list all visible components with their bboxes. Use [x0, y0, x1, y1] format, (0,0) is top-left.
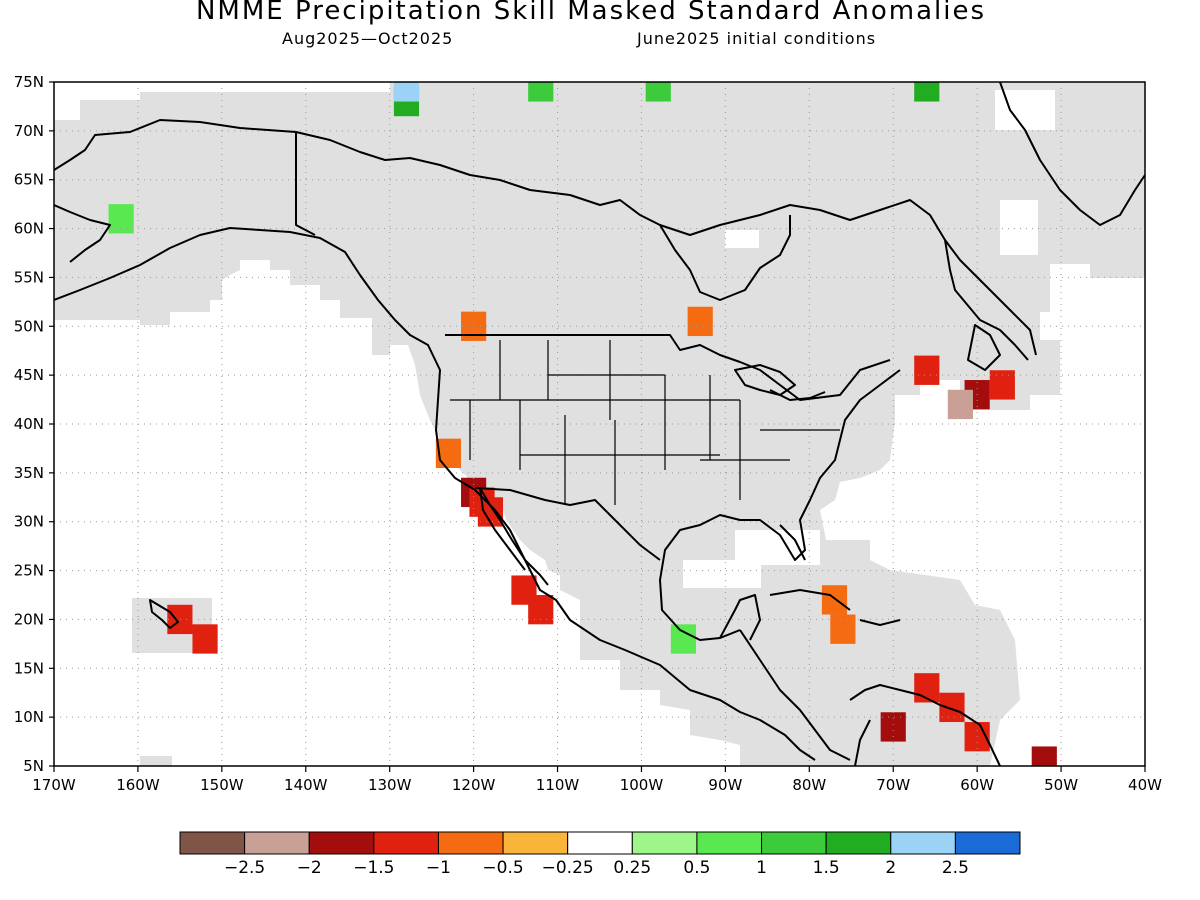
- lat-tick-label: 15N: [14, 659, 44, 677]
- mask-arctic: [54, 82, 1145, 766]
- anomaly-cell: [1031, 746, 1057, 766]
- colorbar-label: 0.5: [683, 858, 710, 878]
- map-title: NMME Precipitation Skill Masked Standard…: [195, 0, 987, 26]
- lat-tick-label: 60N: [14, 220, 44, 238]
- anomaly-cell: [914, 82, 940, 102]
- colorbar-label: −1.5: [353, 858, 394, 878]
- anomaly-cell: [528, 82, 554, 102]
- lat-tick-label: 20N: [14, 610, 44, 628]
- state-province-lines: [450, 340, 840, 505]
- skill-mask-layer: [54, 82, 1145, 766]
- colorbar-label: 1: [756, 858, 767, 878]
- colorbar-swatch: [954, 831, 1021, 855]
- coastlines-and-borders: [54, 82, 1145, 766]
- anomaly-cell: [108, 204, 134, 234]
- lon-tick-label: 50W: [1044, 776, 1078, 794]
- colorbar-swatch: [308, 831, 375, 855]
- colorbar-swatch: [761, 831, 827, 855]
- colorbar-label: −1: [426, 858, 451, 878]
- colorbar-swatch: [567, 831, 633, 855]
- lat-lon-grid: [54, 82, 1145, 766]
- lat-tick-label: 10N: [14, 708, 44, 726]
- colorbar-swatch: [373, 831, 439, 855]
- anomaly-cell: [914, 355, 940, 385]
- colorbar-label: −2.5: [224, 858, 265, 878]
- lon-tick-label: 90W: [708, 776, 742, 794]
- anomaly-cell: [670, 624, 697, 654]
- map-plot-area: [54, 82, 1145, 766]
- colorbar-swatch: [244, 831, 310, 855]
- lon-tick-label: 110W: [536, 776, 580, 794]
- anomaly-cell: [393, 82, 420, 102]
- colorbar-label: 1.5: [813, 858, 840, 878]
- anomaly-cell: [192, 624, 218, 654]
- anomaly-cell: [687, 306, 713, 337]
- colorbar-label: 2: [885, 858, 896, 878]
- lon-tick-label: 170W: [32, 776, 76, 794]
- colorbar-label: −2: [297, 858, 322, 878]
- lat-tick-label: 50N: [14, 317, 44, 335]
- lon-tick-label: 120W: [452, 776, 496, 794]
- colorbar-swatch: [502, 831, 569, 855]
- anomaly-cell: [880, 712, 906, 742]
- anomaly-cell: [645, 82, 671, 102]
- colorbar-label: −0.25: [542, 858, 594, 878]
- lat-tick-label: 55N: [14, 268, 44, 286]
- anomaly-cell: [821, 585, 848, 615]
- lon-tick-label: 140W: [284, 776, 328, 794]
- lon-tick-label: 70W: [876, 776, 910, 794]
- anomaly-cells-layer: [108, 82, 1057, 766]
- lat-tick-label: 30N: [14, 513, 44, 531]
- lat-tick-label: 5N: [23, 757, 44, 775]
- colorbar-label: 2.5: [942, 858, 969, 878]
- anomaly-cell: [947, 389, 973, 420]
- lat-tick-label: 25N: [14, 562, 44, 580]
- lat-tick-label: 70N: [14, 122, 44, 140]
- lon-tick-label: 100W: [620, 776, 664, 794]
- initial-conditions: June2025 initial conditions: [637, 29, 877, 48]
- colorbar-label: 0.25: [613, 858, 651, 878]
- colorbar-label: −0.5: [482, 858, 523, 878]
- lon-tick-label: 80W: [792, 776, 826, 794]
- lon-tick-label: 130W: [368, 776, 412, 794]
- anomaly-cell: [167, 604, 193, 635]
- lon-tick-label: 40W: [1128, 776, 1162, 794]
- lat-tick-label: 40N: [14, 415, 44, 433]
- colorbar-swatch: [825, 831, 892, 855]
- colorbar-swatch: [437, 831, 504, 855]
- forecast-period: Aug2025—Oct2025: [282, 29, 454, 48]
- lat-tick-label: 65N: [14, 171, 44, 189]
- lon-tick-label: 60W: [960, 776, 994, 794]
- lat-tick-label: 45N: [14, 366, 44, 384]
- colorbar: −2.5 −2 −1.5 −1 −0.5 −0.25 0.25 0.5 1 1.5 2 2.5: [179, 831, 1021, 878]
- colorbar-swatch: [179, 831, 246, 855]
- lat-tick-label: 75N: [14, 73, 44, 91]
- colorbar-swatch: [631, 831, 698, 855]
- lon-tick-label: 150W: [200, 776, 244, 794]
- lon-tick-label: 160W: [116, 776, 160, 794]
- axes: 170W 160W 150W 140W 130W 120W 110W 100W 90W 80W 70…: [14, 73, 1162, 794]
- colorbar-swatch: [890, 831, 956, 855]
- lat-tick-label: 35N: [14, 464, 44, 482]
- colorbar-swatch: [696, 831, 763, 855]
